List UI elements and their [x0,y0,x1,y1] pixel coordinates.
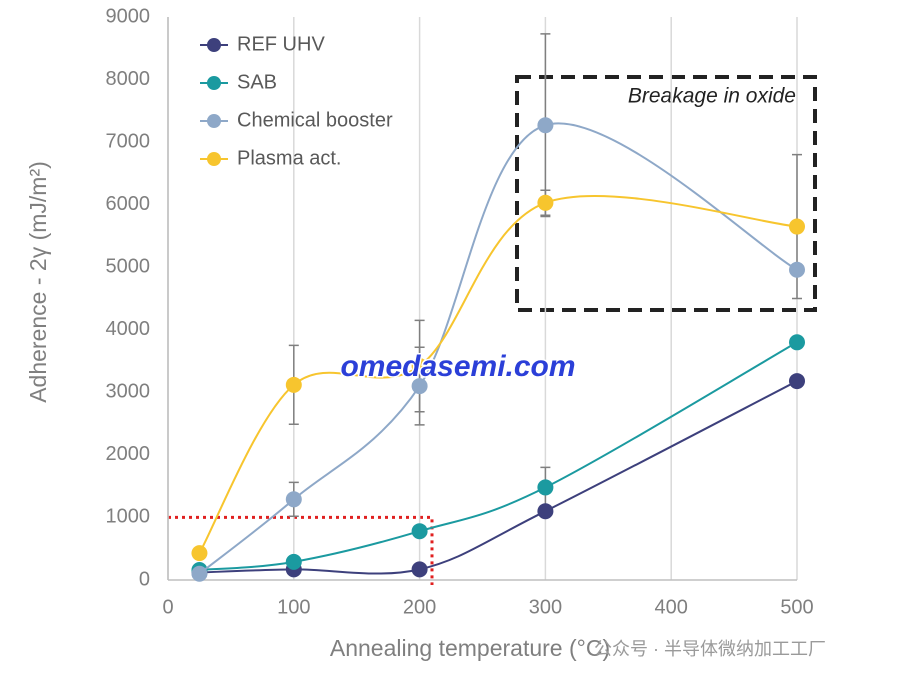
series-line [199,380,798,575]
watermark: omedasemi.com [340,350,575,383]
annotation-box [515,75,817,312]
series-line [198,122,798,575]
y-tick-label: 2000 [106,443,151,465]
watermark: 公众号 · 半导体微纳加工工厂 [594,639,826,659]
data-point [411,523,428,540]
data-point [537,194,554,211]
legend-label: REF UHV [237,33,325,55]
series-line [199,341,798,571]
x-tick-label: 100 [277,596,310,618]
threshold-line [168,515,434,585]
y-tick-label: 4000 [106,318,151,340]
legend-marker [207,152,221,166]
data-point [537,479,554,496]
y-axis-label: Adherence - 2γ (mJ/m²) [25,161,51,403]
x-tick-label: 0 [162,596,173,618]
data-point [411,378,428,395]
data-point [537,117,554,134]
data-point [789,334,805,351]
y-tick-label: 5000 [106,256,151,278]
data-point [285,376,302,393]
legend-label: SAB [237,71,277,93]
y-tick-label: 3000 [106,381,151,403]
legend-marker [207,38,221,52]
x-tick-label: 200 [403,596,436,618]
series-line [198,195,798,554]
x-axis-label: Annealing temperature (°C) [330,635,610,661]
data-point [411,561,428,578]
data-point [191,565,208,582]
data-point [789,373,805,390]
annotation: Breakage in oxide [628,85,796,108]
y-tick-label: 9000 [106,5,151,27]
legend-label: Plasma act. [237,147,341,169]
legend-marker [207,76,221,90]
data-point [537,503,554,520]
y-tick-label: 0 [139,568,150,590]
data-point [789,261,805,278]
x-tick-label: 400 [655,596,688,618]
data-point [411,358,428,375]
data-point [285,491,302,508]
y-tick-label: 6000 [106,193,151,215]
x-tick-label: 500 [780,596,813,618]
y-tick-label: 7000 [106,130,151,152]
legend-marker [207,114,221,128]
x-tick-label: 300 [529,596,562,618]
y-tick-label: 8000 [106,68,151,90]
y-tick-label: 1000 [106,506,151,528]
legend-label: Chemical booster [237,109,393,131]
data-point [285,553,302,570]
data-point [789,218,805,235]
data-point [191,545,208,562]
